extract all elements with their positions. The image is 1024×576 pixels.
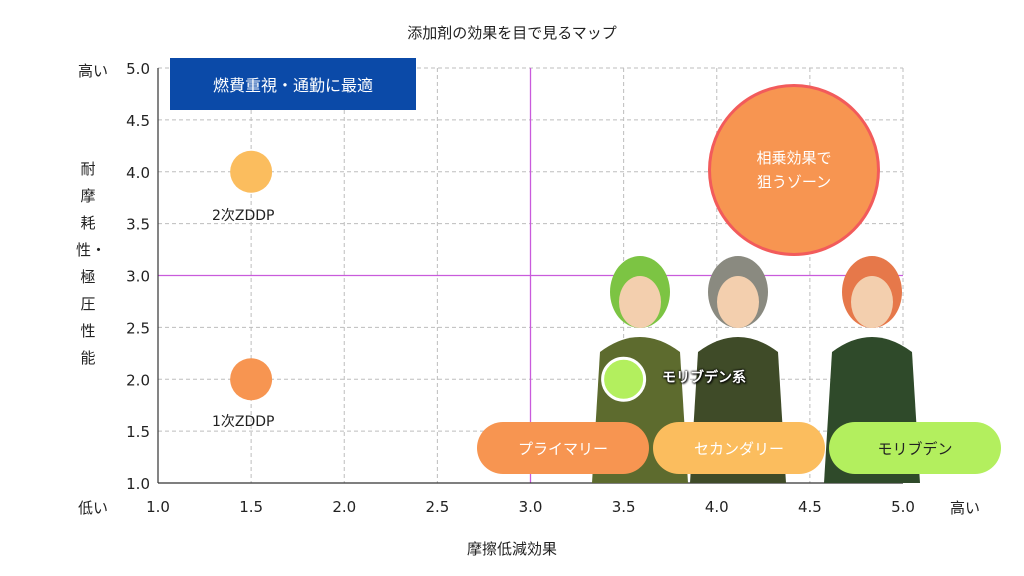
synergy-zone: 相乗効果で 狙うゾーン xyxy=(708,84,880,256)
y-tick-label-7: 4.5 xyxy=(126,112,150,130)
pill-molybdenum: モリブデン xyxy=(829,422,1001,474)
y-tick-label-3: 2.5 xyxy=(126,319,150,337)
figure-orange-hair-face xyxy=(851,276,893,328)
x-tick-label-1: 1.5 xyxy=(239,498,263,516)
x-tick-label-6: 4.0 xyxy=(705,498,729,516)
x-axis-label: 摩擦低減効果 xyxy=(466,540,557,558)
label-secondary-zddp: 2次ZDDP xyxy=(212,208,275,224)
label-primary-zddp: 1次ZDDP xyxy=(212,414,275,430)
x-high-label: 高い xyxy=(950,499,981,517)
x-tick-label-8: 5.0 xyxy=(891,498,915,516)
y-low-label: 低い xyxy=(78,499,109,517)
pill-secondary: セカンダリー xyxy=(653,422,825,474)
y-tick-label-4: 3.0 xyxy=(126,268,150,286)
banner-fuel-economy: 燃費重視・通勤に最適 xyxy=(170,58,416,110)
y-tick-label-1: 1.5 xyxy=(126,423,150,441)
figure-grey-hair-face xyxy=(717,276,759,328)
point-0 xyxy=(230,150,273,193)
y-tick-label-8: 5.0 xyxy=(126,60,150,78)
y-tick-label-2: 2.0 xyxy=(126,371,150,389)
synergy-zone-line2: 狙うゾーン xyxy=(756,173,832,191)
y-high-label: 高い xyxy=(78,62,109,80)
y-tick-label-0: 1.0 xyxy=(126,475,150,493)
figure-green-hair-face xyxy=(619,276,661,328)
y-axis-label: 耐摩耗性・極圧性能 xyxy=(76,160,107,367)
x-tick-label-3: 2.5 xyxy=(425,498,449,516)
label-molybdenum: モリブデン系 xyxy=(662,370,746,386)
point-1 xyxy=(230,358,273,401)
x-tick-label-4: 3.0 xyxy=(519,498,543,516)
x-tick-label-2: 2.0 xyxy=(332,498,356,516)
y-tick-label-5: 3.5 xyxy=(126,216,150,234)
point-2 xyxy=(601,356,647,402)
x-tick-label-5: 3.5 xyxy=(612,498,636,516)
synergy-zone-line1: 相乗効果で xyxy=(756,149,832,167)
x-tick-label-0: 1.0 xyxy=(146,498,170,516)
pill-primary: プライマリー xyxy=(477,422,649,474)
y-tick-label-6: 4.0 xyxy=(126,164,150,182)
x-tick-label-7: 4.5 xyxy=(798,498,822,516)
chart-title: 添加剤の効果を目で見るマップ xyxy=(407,24,617,42)
